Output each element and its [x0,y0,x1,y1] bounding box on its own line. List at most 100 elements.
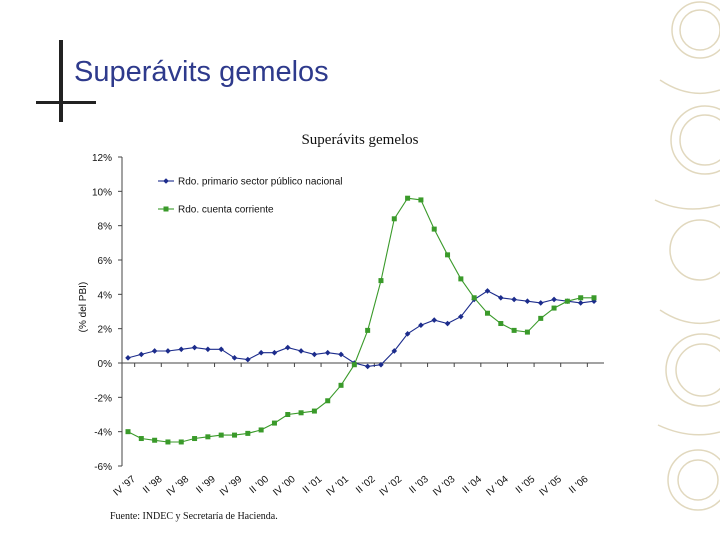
data-point [551,296,557,303]
data-point [205,434,211,440]
x-tick-label: II '05 [514,474,538,496]
coin-ornament-icon [654,1,720,511]
series-1 [125,288,597,370]
x-tick-label: IV '00 [271,474,298,499]
data-point [271,349,278,356]
x-axis: IV '97 II '98 IV '98 II '99 IV '99 II '00 IV '… [112,362,604,499]
data-point [418,197,424,203]
data-point [537,300,544,306]
y-axis: 12% 10% 8% 6% 4% 2% 0% -2% -4% -6% [92,153,123,473]
x-tick-label: II '02 [354,474,378,496]
x-tick-label: II '99 [194,474,218,496]
data-point [405,195,411,201]
legend-swatch-marker [163,178,169,184]
data-point [178,439,184,445]
x-tick-label: IV '04 [484,474,511,499]
data-point [564,298,570,304]
data-point [258,427,264,433]
data-point [125,429,131,435]
y-axis-label: (% del PBI) [78,282,89,333]
data-point [298,348,304,354]
data-point [538,315,544,321]
data-point [591,295,597,301]
y-tick-label: -2% [94,393,112,404]
data-point [151,348,158,354]
data-point [165,348,171,354]
slide-title: Superávits gemelos [74,56,329,88]
x-tick-label: IV '01 [325,474,352,499]
data-point [258,349,264,356]
data-point [418,322,424,329]
x-tick-label: IV '03 [431,474,458,499]
data-point [524,329,530,335]
data-point [125,355,131,361]
series-line [127,290,595,367]
data-point [365,327,371,333]
data-point [351,362,357,368]
y-tick-label: -4% [94,428,112,439]
series-layer [125,195,597,445]
data-point [325,398,331,404]
data-point [192,436,198,442]
data-point [138,436,144,442]
data-point [431,226,437,232]
data-point [364,363,371,370]
series-line [127,197,594,443]
data-point [524,298,531,304]
data-point [391,348,398,354]
x-tick-label: II '04 [461,474,485,496]
data-point [378,278,384,284]
data-point [218,346,224,353]
y-tick-label: 2% [98,325,113,336]
legend: Rdo. primario sector público nacional Rdo… [158,177,343,216]
data-point [311,408,317,414]
data-point [311,351,318,358]
data-point [577,300,584,306]
x-tick-label: II '03 [407,474,431,496]
data-point [471,295,477,301]
data-point [205,346,211,353]
data-point [444,320,451,327]
data-point [484,310,490,316]
title-accent-vertical-line [59,40,63,122]
data-point [498,321,504,327]
x-tick-label: IV '98 [165,474,192,499]
data-point [232,432,238,438]
x-tick-label: IV '99 [218,474,245,499]
data-point [591,298,597,304]
data-point [445,252,451,258]
data-point [245,430,251,436]
data-point [458,276,464,282]
data-point [231,355,238,361]
source-note: Fuente: INDEC y Secretaría de Hacienda. [110,511,278,522]
x-tick-label: II '98 [141,474,165,496]
chart-title: Superávits gemelos [301,132,419,148]
y-tick-label: 4% [98,290,113,301]
series-2 [125,195,597,445]
legend-label: Rdo. cuenta corriente [178,205,274,216]
data-point [298,410,304,416]
legend-item-2: Rdo. cuenta corriente [158,205,274,216]
data-point [431,317,438,323]
decorative-coin-strip [654,1,720,511]
data-point [165,439,171,445]
x-tick-label: IV '97 [112,474,139,499]
data-point [378,361,384,368]
legend-label: Rdo. primario sector público nacional [178,177,343,188]
legend-swatch-marker [163,206,169,212]
data-point [152,437,158,443]
data-point [271,420,277,426]
data-point [218,432,224,438]
x-tick-label: IV '02 [378,474,405,499]
data-point [551,305,557,311]
data-point [178,346,185,353]
data-point [338,382,344,388]
x-tick-label: II '00 [248,474,272,496]
data-point [324,349,331,356]
data-point [391,216,397,222]
y-tick-label: 10% [92,187,112,198]
data-point [511,327,517,333]
legend-item-1: Rdo. primario sector público nacional [158,177,343,188]
data-point [138,351,145,358]
